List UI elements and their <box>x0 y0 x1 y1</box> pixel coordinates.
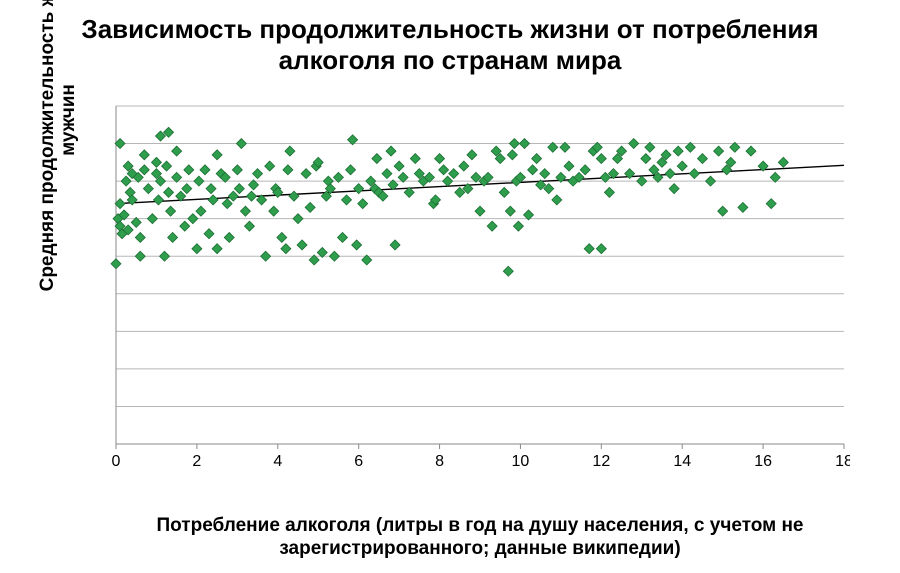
y-axis-label: Средняя продолжительность жизни мужчин <box>38 0 78 320</box>
svg-text:14: 14 <box>673 453 691 470</box>
chart-title: Зависимость продолжительность жизни от п… <box>0 14 900 76</box>
svg-text:0: 0 <box>112 453 121 470</box>
x-axis-label: Потребление алкоголя (литры в год на душ… <box>90 515 870 561</box>
svg-text:16: 16 <box>754 453 772 470</box>
scatter-plot: 0102030405060708090024681012141618 <box>110 100 850 470</box>
svg-text:18: 18 <box>835 453 850 470</box>
svg-text:12: 12 <box>592 453 610 470</box>
svg-text:10: 10 <box>512 453 530 470</box>
svg-text:2: 2 <box>192 453 201 470</box>
svg-text:8: 8 <box>435 453 444 470</box>
svg-text:6: 6 <box>354 453 363 470</box>
chart-container: { "chart": { "type": "scatter", "title":… <box>0 0 900 573</box>
svg-text:4: 4 <box>273 453 282 470</box>
